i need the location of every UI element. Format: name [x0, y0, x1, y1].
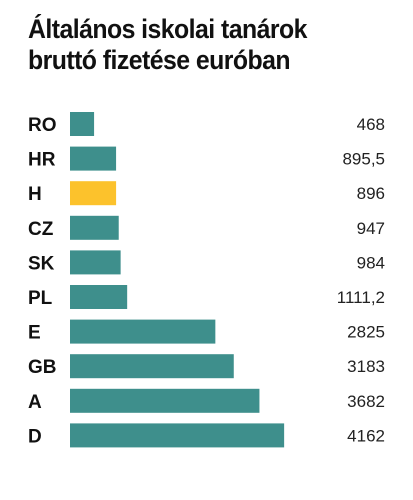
bar-ro: [70, 112, 95, 136]
category-label-sk: SK: [28, 253, 55, 274]
chart-title: Általános iskolai tanárok bruttó fizetés…: [28, 14, 307, 75]
value-label-pl: 1111,2: [337, 288, 385, 307]
value-label-h: 896: [357, 184, 385, 203]
bar-hr: [70, 146, 117, 171]
bar-e: [70, 319, 216, 344]
value-label-d: 4162: [347, 426, 385, 445]
bar-h: [70, 181, 117, 206]
bar-cz: [70, 215, 119, 240]
category-label-hr: HR: [28, 150, 56, 171]
category-label-h: H: [28, 184, 42, 205]
value-label-cz: 947: [357, 219, 385, 238]
category-label-pl: PL: [28, 288, 53, 309]
category-label-ro: RO: [28, 115, 57, 136]
category-label-gb: GB: [28, 357, 57, 378]
bar-a: [70, 388, 260, 413]
value-label-gb: 3183: [347, 357, 385, 376]
value-label-hr: 895,5: [342, 150, 385, 169]
category-label-a: A: [28, 392, 42, 413]
bar-d: [70, 423, 285, 448]
category-label-cz: CZ: [28, 219, 54, 240]
bar-pl: [70, 285, 128, 309]
value-label-e: 2825: [347, 323, 385, 342]
value-label-a: 3682: [347, 392, 385, 411]
value-label-ro: 468: [357, 115, 385, 134]
category-label-d: D: [28, 426, 42, 447]
value-label-sk: 984: [357, 253, 385, 272]
category-label-e: E: [28, 323, 41, 344]
bar-gb: [70, 354, 234, 379]
bar-sk: [70, 250, 121, 275]
